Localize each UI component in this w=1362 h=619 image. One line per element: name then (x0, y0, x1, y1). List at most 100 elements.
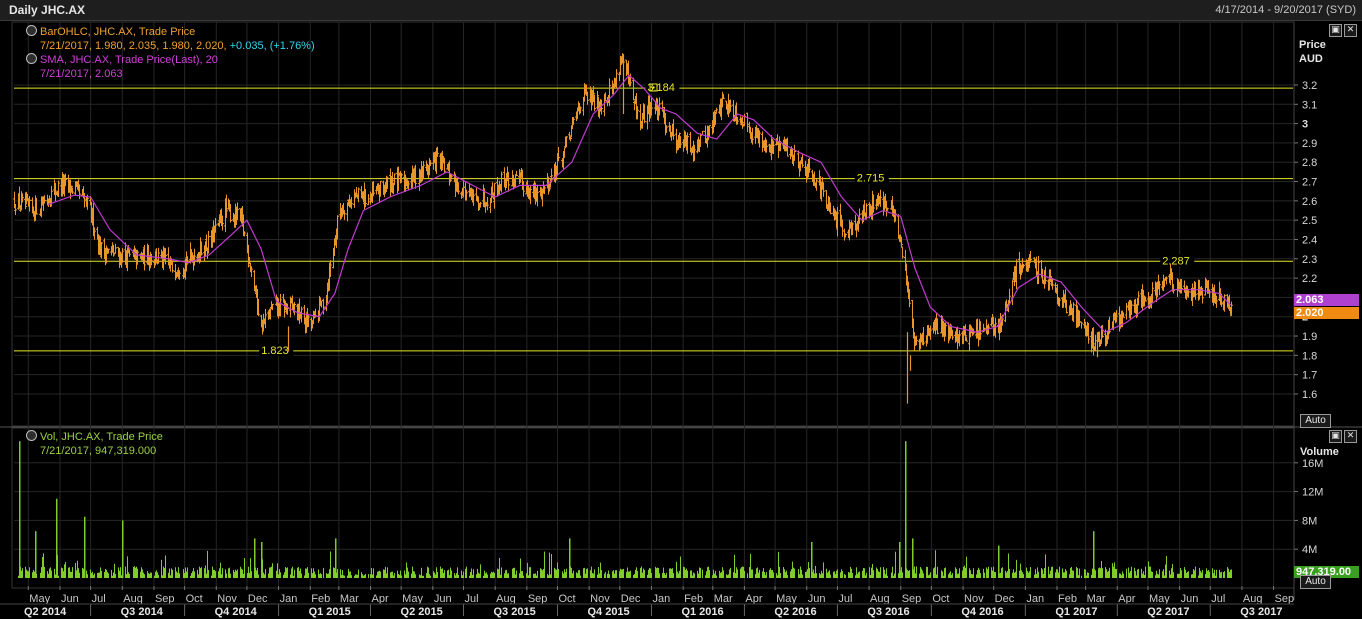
price-auto-scale-button[interactable]: Auto (1300, 414, 1331, 428)
volume-bar (1021, 570, 1022, 578)
volume-bar (747, 573, 748, 578)
volume-bar (719, 570, 720, 578)
volume-bar (1220, 572, 1221, 578)
volume-bar (401, 575, 402, 578)
volume-bar (328, 573, 329, 578)
volume-spike (912, 538, 914, 578)
volume-bar (737, 569, 738, 578)
volume-bar (827, 572, 828, 578)
volume-bar (79, 572, 80, 578)
volume-bar (484, 570, 485, 578)
volume-bar (966, 556, 967, 578)
volume-bar (993, 566, 994, 578)
volume-bar (1166, 556, 1167, 578)
volume-bar (164, 568, 165, 578)
volume-bar (314, 571, 315, 578)
volume-bar (805, 571, 806, 578)
price-bar (43, 195, 46, 204)
volume-bar (1087, 572, 1088, 578)
volume-bar (144, 574, 145, 578)
volume-pane-restore-icon[interactable]: ▣ (1329, 430, 1342, 443)
volume-bar (68, 567, 69, 578)
cursor-marker[interactable] (649, 83, 658, 92)
volume-bar (991, 567, 992, 578)
volume-bar (256, 570, 257, 578)
volume-bar (171, 568, 172, 578)
volume-bar (620, 568, 621, 578)
volume-bar (540, 568, 541, 578)
price-bar (1125, 302, 1128, 320)
volume-spike (899, 542, 901, 578)
volume-bar (92, 571, 93, 578)
volume-bar (422, 575, 423, 578)
month-tick-label: Jul (1211, 593, 1225, 605)
price-bar (1180, 278, 1183, 294)
volume-bar (427, 566, 428, 578)
volume-bar (90, 569, 91, 578)
volume-bar (240, 566, 241, 578)
series-visibility-icon[interactable] (26, 430, 37, 441)
price-bar (1094, 334, 1097, 351)
volume-auto-scale-button[interactable]: Auto (1300, 575, 1331, 589)
volume-bar (734, 554, 735, 578)
volume-bar (143, 572, 144, 578)
volume-bar (894, 573, 895, 578)
volume-bar (507, 573, 508, 578)
volume-bar (457, 567, 458, 578)
price-bar (229, 203, 232, 223)
volume-bar (520, 558, 521, 578)
volume-bar (830, 574, 831, 578)
volume-bar (1206, 568, 1207, 578)
price-pane-close-icon[interactable]: ✕ (1344, 24, 1357, 37)
volume-bar (1199, 567, 1200, 578)
volume-bar (934, 567, 935, 578)
price-bar (500, 171, 503, 193)
volume-bar (486, 572, 487, 578)
price-bar (548, 183, 551, 192)
price-bar (758, 130, 761, 148)
volume-bar (169, 568, 170, 578)
volume-bar (921, 568, 922, 578)
price-bar (279, 293, 282, 317)
volume-bar (140, 571, 141, 578)
volume-bar (1188, 571, 1189, 578)
price-pane-restore-icon[interactable]: ▣ (1329, 24, 1342, 37)
volume-bar (490, 573, 491, 578)
volume-bar (580, 575, 581, 578)
volume-bar (1109, 567, 1110, 578)
volume-bar (533, 573, 534, 578)
volume-bar (1223, 572, 1224, 578)
volume-bar (752, 569, 753, 578)
volume-bar (463, 571, 464, 578)
volume-bar (368, 573, 369, 578)
volume-bar (229, 567, 230, 578)
volume-bar (591, 566, 592, 578)
series-visibility-icon[interactable] (26, 25, 37, 36)
volume-bar (373, 568, 374, 578)
price-bar (901, 246, 904, 259)
volume-bar (728, 574, 729, 578)
price-bar (713, 110, 716, 128)
month-tick-label: Jan (652, 593, 670, 605)
volume-bar (149, 573, 150, 578)
volume-bar (420, 575, 421, 578)
volume-pane-close-icon[interactable]: ✕ (1344, 430, 1357, 443)
volume-bar (907, 569, 908, 578)
volume-bar (577, 573, 578, 578)
level-label-bg (1160, 254, 1195, 267)
volume-bar (1035, 569, 1036, 578)
volume-bar (413, 571, 414, 578)
volume-bar (329, 569, 330, 578)
volume-bar (613, 570, 614, 578)
volume-bar (702, 569, 703, 578)
price-bar (693, 144, 696, 161)
volume-bar (771, 570, 772, 578)
series-visibility-icon[interactable] (26, 53, 37, 64)
volume-bar (691, 570, 692, 578)
month-tick-label: May (1149, 593, 1170, 605)
volume-bar (1131, 566, 1132, 578)
sma-line (47, 74, 1232, 333)
price-tick-label: 2.8 (1302, 157, 1317, 169)
volume-bar (1215, 575, 1216, 578)
